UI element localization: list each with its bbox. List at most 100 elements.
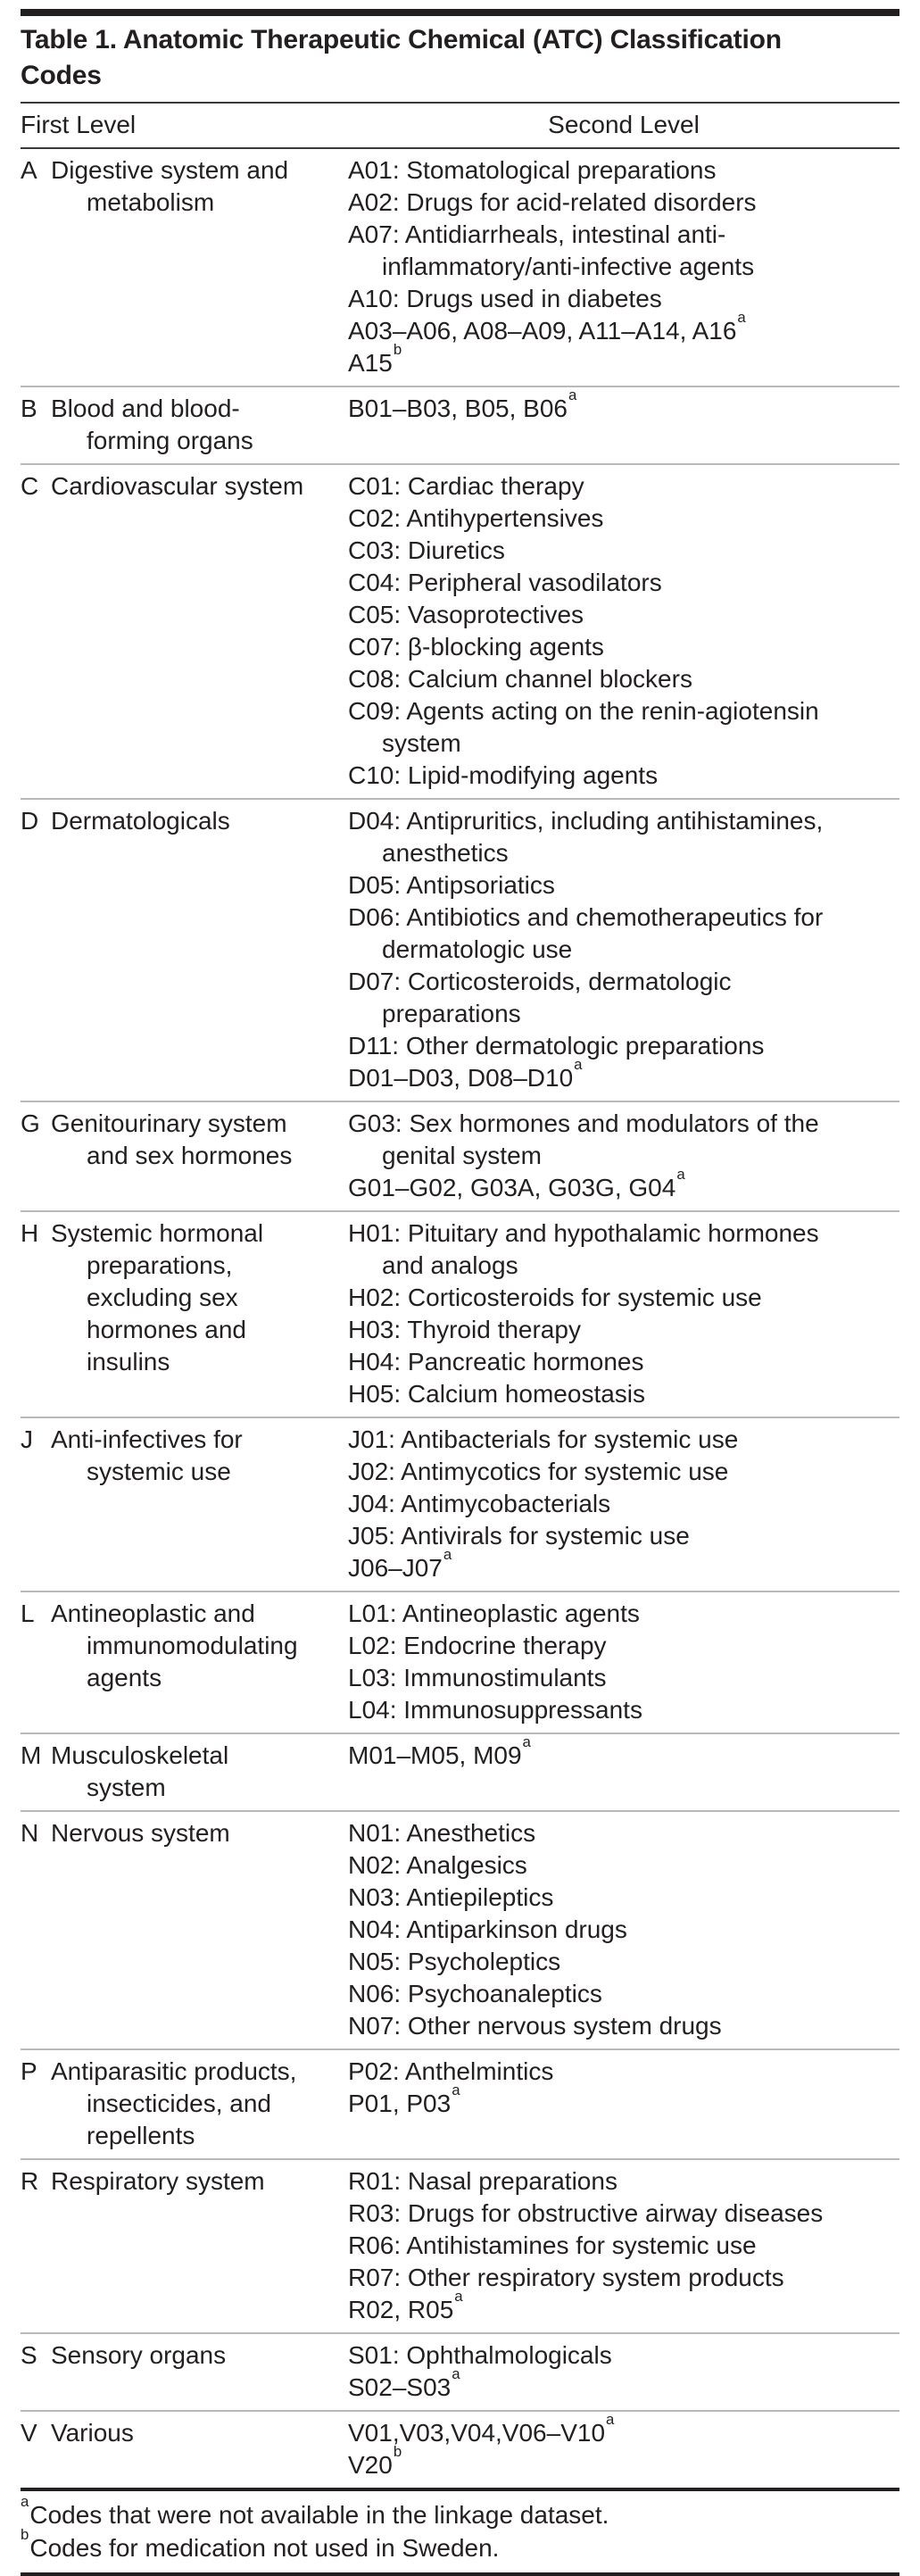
second-level-cell: S01: Ophthalmologicals S02–S03a <box>348 2339 899 2404</box>
first-level-cell: R Respiratory system <box>21 2165 348 2326</box>
second-level-item: N01: Anesthetics <box>348 1819 536 1847</box>
second-level-item: C05: Vasoprotectives <box>348 601 584 628</box>
second-level-item: P02: Anthelmintics <box>348 2057 554 2085</box>
first-level-code: S <box>21 2341 37 2369</box>
first-level-cell: N Nervous system <box>21 1817 348 2042</box>
second-level-item: D07: Corticosteroids, dermatologic prepa… <box>348 968 732 1027</box>
second-level-item: A07: Antidiarrheals, intestinal anti- in… <box>348 220 755 280</box>
second-level-item: H03: Thyroid therapy <box>348 1316 581 1343</box>
footnote: bCodes for medication not used in Sweden… <box>21 2525 500 2562</box>
first-level-name: Blood and blood- forming organs <box>51 395 253 454</box>
second-level-item: J01: Antibacterials for systemic use <box>348 1425 739 1453</box>
table-row: C Cardiovascular system C01: Cardiac thera… <box>21 465 899 800</box>
table-body: A Digestive system and metabolism A01: Sto… <box>21 149 899 2488</box>
second-level-item: C08: Calcium channel blockers <box>348 665 692 693</box>
first-level-name: Dermatologicals <box>51 807 230 835</box>
second-level-item: C03: Diuretics <box>348 536 505 564</box>
footnote-marker-a: a <box>454 2287 463 2305</box>
first-level-cell: V Various <box>21 2417 348 2481</box>
second-level-item: C01: Cardiac therapy <box>348 472 584 500</box>
second-level-item: H04: Pancreatic hormones <box>348 1348 644 1375</box>
first-level-name: Antiparasitic products, insecticides, an… <box>51 2057 297 2149</box>
footnote-marker-a: a <box>21 2492 29 2510</box>
first-level-name: Respiratory system <box>51 2167 265 2195</box>
second-level-item: S01: Ophthalmologicals <box>348 2341 612 2369</box>
second-level-item: S02–S03a <box>348 2364 460 2401</box>
first-level-code: V <box>21 2419 37 2447</box>
second-level-cell: J01: Antibacterials for systemic use J02:… <box>348 1424 899 1584</box>
second-level-cell: H01: Pituitary and hypothalamic hormones… <box>348 1217 899 1410</box>
column-header-first-level: First Level <box>21 111 137 138</box>
second-level-cell: D04: Antipruritics, including antihistam… <box>348 805 899 1094</box>
second-level-cell: M01–M05, M09a <box>348 1733 899 1804</box>
first-level-cell: J Anti-infectives for systemic use <box>21 1424 348 1584</box>
first-level-code: P <box>21 2057 37 2085</box>
second-level-item: L02: Endocrine therapy <box>348 1632 607 1659</box>
second-level-item: N07: Other nervous system drugs <box>348 2012 722 2040</box>
first-level-name: Cardiovascular system <box>51 472 304 500</box>
table-row: P Antiparasitic products, insecticides, a… <box>21 2050 899 2160</box>
second-level-cell: C01: Cardiac therapy C02: Antihypertensiv… <box>348 470 899 792</box>
first-level-cell: D Dermatologicals <box>21 805 348 1094</box>
first-level-name: Sensory organs <box>51 2341 227 2369</box>
table-row: R Respiratory system R01: Nasal preparatio… <box>21 2160 899 2334</box>
first-level-name: Various <box>51 2419 134 2447</box>
first-level-name: Genitourinary system and sex hormones <box>51 1109 293 1169</box>
second-level-cell: V01,V03,V04,V06–V10a V20b <box>348 2412 899 2481</box>
second-level-item: R02, R05a <box>348 2287 463 2323</box>
first-level-name: Nervous system <box>51 1819 230 1847</box>
table-row: S Sensory organs S01: Ophthalmologicals S02… <box>21 2334 899 2412</box>
second-level-cell: G03: Sex hormones and modulators of the … <box>348 1108 899 1204</box>
second-level-item: D01–D03, D08–D10a <box>348 1055 583 1092</box>
first-level-code: L <box>21 1600 35 1627</box>
second-level-item: D11: Other dermatologic preparations <box>348 1032 765 1059</box>
table-row: M Musculoskeletal system M01–M05, M09a <box>21 1734 899 1812</box>
second-level-item: M01–M05, M09a <box>348 1733 531 1769</box>
second-level-item: J06–J07a <box>348 1545 452 1582</box>
second-level-item: N03: Antiepileptics <box>348 1883 554 1911</box>
footnote: aCodes that were not available in the li… <box>21 2492 609 2529</box>
footnote-marker-a: a <box>522 1733 531 1750</box>
first-level-cell: C Cardiovascular system <box>21 470 348 792</box>
second-level-item: A02: Drugs for acid-related disorders <box>348 188 757 216</box>
footnote-marker-b: b <box>393 2442 402 2460</box>
second-level-item: D04: Antipruritics, including antihistam… <box>348 807 824 867</box>
first-level-name: Digestive system and metabolism <box>51 156 289 216</box>
second-level-item: D05: Antipsoriatics <box>348 871 555 899</box>
table-row: B Blood and blood- forming organs B01–B03,… <box>21 387 899 465</box>
second-level-item: C04: Peripheral vasodilators <box>348 569 662 596</box>
footnote-marker-b: b <box>393 340 402 358</box>
footnote-marker-a: a <box>443 1545 452 1563</box>
second-level-item: L04: Immunosuppressants <box>348 1696 642 1724</box>
second-level-cell: L01: Antineoplastic agents L02: Endocrine… <box>348 1598 899 1726</box>
second-level-item: L03: Immunostimulants <box>348 1664 607 1691</box>
second-level-item: A01: Stomatological preparations <box>348 156 717 184</box>
column-header-second-level: Second Level <box>548 111 700 138</box>
first-level-cell: H Systemic hormonal preparations, excludi… <box>21 1217 348 1410</box>
first-level-name: Musculoskeletal system <box>51 1741 229 1801</box>
first-level-code: H <box>21 1219 39 1247</box>
first-level-name: Systemic hormonal preparations, excludin… <box>51 1219 264 1375</box>
first-level-cell: B Blood and blood- forming organs <box>21 393 348 457</box>
table-row: V Various V01,V03,V04,V06–V10a V20b <box>21 2412 899 2488</box>
footnote-marker-a: a <box>606 2410 615 2428</box>
second-level-item: R03: Drugs for obstructive airway diseas… <box>348 2199 824 2227</box>
second-level-item: C10: Lipid-modifying agents <box>348 761 659 789</box>
second-level-item: N02: Analgesics <box>348 1851 527 1879</box>
footnote-marker-a: a <box>452 2364 460 2382</box>
footnote-marker-a: a <box>574 1055 583 1073</box>
first-level-code: M <box>21 1741 42 1769</box>
first-level-code: C <box>21 472 39 500</box>
second-level-item: H01: Pituitary and hypothalamic hormones… <box>348 1219 819 1279</box>
table-row: L Antineoplastic and immunomodulating age… <box>21 1592 899 1734</box>
first-level-code: J <box>21 1425 33 1453</box>
second-level-item: C02: Antihypertensives <box>348 504 604 532</box>
footnote-marker-a: a <box>568 386 577 403</box>
second-level-item: N05: Psycholeptics <box>348 1948 561 1975</box>
second-level-cell: B01–B03, B05, B06a <box>348 387 899 457</box>
first-level-code: D <box>21 807 39 835</box>
table-row: D Dermatologicals D04: Antipruritics, incl… <box>21 800 899 1102</box>
table-header-row: First Level Second Level <box>21 104 899 149</box>
first-level-cell: M Musculoskeletal system <box>21 1740 348 1804</box>
